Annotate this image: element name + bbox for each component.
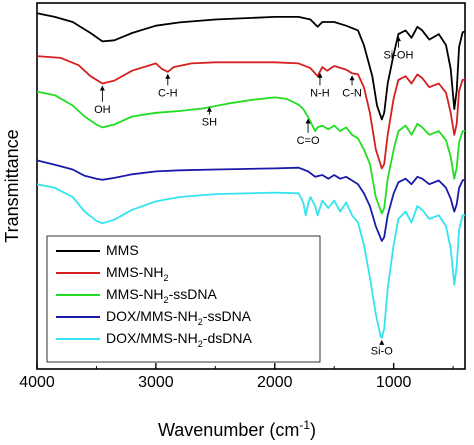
legend-label-2: MMS-NH2-ssDNA	[106, 286, 217, 305]
annotation-arrowhead-2	[206, 106, 212, 112]
series-line-4	[36, 183, 465, 339]
annotation-arrowhead-4	[317, 72, 323, 78]
legend: MMSMMS-NH2MMS-NH2-ssDNADOX/MMS-NH2-ssDNA…	[46, 235, 321, 363]
annotation-arrowhead-5	[349, 75, 355, 81]
legend-label-sub-3: 2	[198, 317, 203, 327]
legend-label-main-0: MMS	[106, 242, 139, 258]
x-tick-label-0: 4000	[19, 374, 55, 391]
legend-label-rest-4: -dsDNA	[203, 330, 253, 346]
annotation-label-2: SH	[202, 117, 217, 129]
x-axis-label-main: Wavenumber (cm	[158, 420, 299, 440]
legend-label-sub-1: 2	[164, 273, 169, 283]
annotation-arrowhead-0	[99, 85, 105, 91]
annotation-arrowhead-1	[165, 73, 171, 79]
series-layer	[36, 12, 466, 339]
legend-label-rest-3: -ssDNA	[203, 308, 252, 324]
x-axis-label: Wavenumber (cm-1)	[158, 418, 316, 440]
legend-label-main-3: DOX/MMS-NH	[106, 308, 198, 324]
tick-layer: 4000 3000 2000 1000	[19, 363, 454, 391]
annotation-label-4: N-H	[310, 87, 330, 99]
legend-label-main-1: MMS-NH	[106, 264, 164, 280]
annotation-layer: OH C-H SH C=O N-H C-N Si-OH Si-O	[94, 36, 413, 357]
legend-label-rest-2: -ssDNA	[169, 286, 218, 302]
x-tick-label-2: 2000	[257, 374, 293, 391]
x-axis-label-sup: -1	[299, 418, 310, 432]
legend-box	[46, 235, 321, 363]
legend-items: MMSMMS-NH2MMS-NH2-ssDNADOX/MMS-NH2-ssDNA…	[56, 242, 252, 349]
annotation-label-1: C-H	[158, 87, 178, 99]
x-tick-label-1: 3000	[138, 374, 174, 391]
annotation-label-5: C-N	[342, 87, 362, 99]
legend-label-main-4: DOX/MMS-NH	[106, 330, 198, 346]
annotation-arrowhead-6	[395, 36, 401, 42]
legend-label-0: MMS	[106, 242, 139, 258]
legend-label-sub-2: 2	[164, 295, 169, 305]
series-line-3	[36, 159, 466, 242]
legend-label-3: DOX/MMS-NH2-ssDNA	[106, 308, 252, 327]
legend-label-4: DOX/MMS-NH2-dsDNA	[106, 330, 252, 349]
annotation-arrowhead-7	[379, 339, 385, 345]
annotation-label-6: Si-OH	[383, 50, 413, 62]
x-tick-label-3: 1000	[376, 374, 412, 391]
annotation-label-7: Si-O	[371, 345, 393, 357]
annotation-label-3: C=O	[297, 135, 320, 147]
plot-frame	[36, 2, 466, 370]
x-axis-label-close: )	[310, 420, 316, 440]
annotation-arrowhead-3	[305, 118, 311, 124]
series-line-1	[36, 55, 465, 170]
y-axis-label: Transmittance	[2, 129, 22, 242]
series-line-0	[36, 12, 466, 121]
legend-label-sub-4: 2	[198, 339, 203, 349]
legend-label-main-2: MMS-NH	[106, 286, 164, 302]
series-line-2	[36, 90, 465, 215]
annotation-label-0: OH	[94, 104, 111, 116]
legend-label-1: MMS-NH2	[106, 264, 169, 283]
